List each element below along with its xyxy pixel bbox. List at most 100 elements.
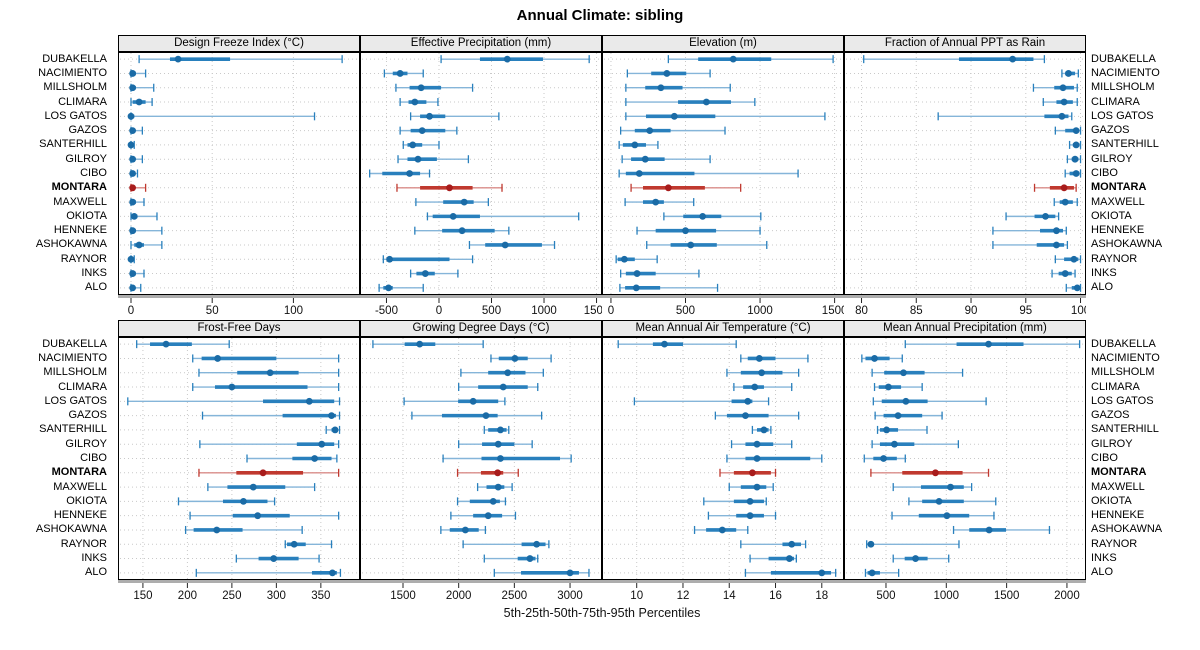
median-dot — [329, 569, 336, 577]
median-dot — [753, 440, 761, 448]
median-dot — [129, 270, 137, 277]
station-label-right: DUBAKELLA — [1091, 337, 1156, 350]
station-label-right: GAZOS — [1091, 124, 1130, 137]
median-dot — [497, 455, 504, 462]
x-axis: 10 12 14 16 18 — [602, 580, 844, 602]
median-dot — [670, 112, 678, 120]
tick-label: 350 — [311, 590, 330, 602]
panel-title: Design Freeze Index (°C) — [118, 35, 360, 52]
median-dot — [129, 155, 137, 163]
tick-label: 12 — [677, 590, 690, 602]
median-dot — [871, 355, 878, 362]
median-dot — [746, 497, 754, 505]
station-label-left: GILROY — [65, 437, 107, 450]
median-dot — [664, 184, 672, 192]
median-dot — [129, 70, 137, 77]
median-dot — [663, 70, 671, 77]
station-label-left: CLIMARA — [58, 380, 107, 393]
x-axis: 0 50 100 — [118, 295, 360, 317]
median-dot — [699, 212, 707, 220]
median-dot — [652, 198, 660, 206]
station-label-left: OKIOTA — [66, 209, 107, 222]
median-dot — [494, 483, 502, 491]
station-label-left: SANTERHILL — [39, 138, 107, 151]
median-dot — [632, 284, 640, 292]
panel-plot — [118, 337, 360, 580]
median-dot — [494, 440, 502, 448]
median-dot — [135, 241, 143, 249]
station-label-left: CIBO — [80, 167, 107, 179]
station-label-left: LOS GATOS — [44, 394, 107, 407]
station-label-left: MONTARA — [51, 181, 107, 194]
median-dot — [1059, 84, 1067, 92]
page-title: Annual Climate: sibling — [516, 7, 684, 24]
median-dot — [1053, 227, 1060, 235]
median-dot — [661, 340, 668, 348]
x-axis: -500 0 500 1000 1500 — [360, 295, 602, 317]
tick-label: 1500 — [822, 305, 844, 317]
median-dot — [1009, 55, 1017, 63]
median-dot — [785, 555, 793, 562]
tick-label: 1500 — [584, 305, 602, 317]
median-dot — [1072, 127, 1080, 135]
panel-plot — [360, 52, 602, 295]
median-dot — [240, 497, 247, 505]
station-label-right: LOS GATOS — [1091, 109, 1154, 122]
median-dot — [1072, 170, 1080, 177]
median-dot — [414, 155, 422, 163]
tick-label: 95 — [1019, 305, 1032, 317]
tick-label: 1500 — [994, 590, 1020, 602]
median-dot — [411, 98, 419, 106]
station-label-left: CIBO — [80, 452, 107, 464]
station-label-right: MONTARA — [1091, 181, 1147, 194]
panel-title: Effective Precipitation (mm) — [360, 35, 602, 52]
median-dot — [311, 455, 319, 462]
x-axis: 80 85 90 95 100 — [844, 295, 1086, 317]
median-dot — [396, 70, 404, 77]
median-dot — [748, 469, 756, 477]
x-axis-caption: 5th-25th-50th-75th-95th Percentiles — [503, 606, 701, 620]
median-dot — [533, 540, 541, 548]
station-label-right: GILROY — [1091, 437, 1133, 450]
tick-label: 100 — [1071, 305, 1086, 317]
station-label-left: ASHOKAWNA — [35, 523, 107, 536]
median-dot — [880, 455, 887, 462]
station-label-right: CIBO — [1091, 452, 1118, 464]
median-dot — [449, 212, 457, 220]
median-dot — [489, 497, 497, 505]
median-dot — [446, 184, 453, 192]
tick-label: 500 — [482, 305, 501, 317]
station-label-left: CLIMARA — [58, 95, 107, 108]
median-dot — [1061, 270, 1069, 277]
axis-strip — [844, 295, 1086, 298]
median-dot — [129, 127, 137, 135]
median-dot — [460, 198, 468, 206]
median-dot — [884, 383, 892, 391]
median-dot — [406, 170, 413, 177]
station-label-left: RAYNOR — [60, 252, 107, 265]
median-dot — [788, 540, 796, 548]
axis-strip — [360, 580, 602, 583]
station-label-left: GAZOS — [68, 124, 107, 137]
median-dot — [127, 141, 135, 149]
median-dot — [526, 555, 534, 562]
tick-label: 150 — [133, 590, 152, 602]
station-label-left: GILROY — [65, 152, 107, 165]
panel-title: Mean Annual Precipitation (mm) — [844, 320, 1086, 337]
station-label-right: ASHOKAWNA — [1091, 523, 1163, 536]
station-label-right: ASHOKAWNA — [1091, 238, 1163, 251]
tick-label: 80 — [855, 305, 868, 317]
median-dot — [867, 540, 875, 548]
station-label-left: HENNEKE — [53, 224, 107, 237]
x-axis: 150 200 250 300 350 — [118, 580, 360, 602]
median-dot — [718, 526, 726, 534]
median-dot — [758, 369, 766, 377]
median-dot — [458, 227, 466, 235]
median-dot — [254, 512, 262, 520]
median-dot — [129, 227, 137, 235]
median-dot — [702, 98, 710, 106]
median-dot — [818, 569, 826, 577]
median-dot — [511, 355, 519, 362]
tick-label: 16 — [769, 590, 782, 602]
station-label-right: MILLSHOLM — [1091, 366, 1155, 379]
